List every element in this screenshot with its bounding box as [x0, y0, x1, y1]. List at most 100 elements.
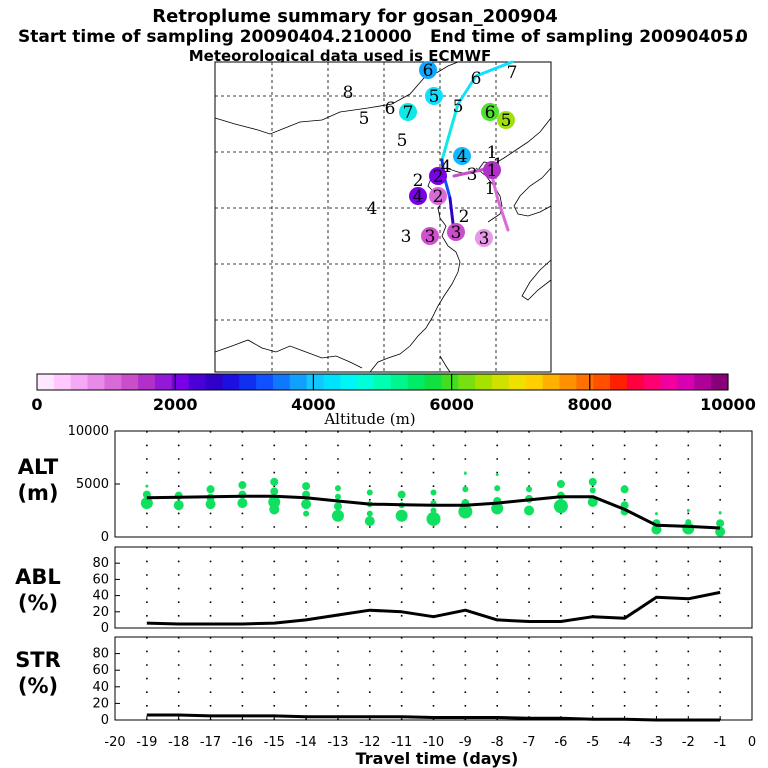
altitude-scatter-point [685, 519, 692, 526]
x-tick-label: -10 [423, 735, 444, 750]
colorbar-swatch [53, 374, 72, 390]
colorbar-swatch [677, 374, 695, 390]
colorbar-swatch [138, 374, 156, 390]
altitude-scatter-point [270, 487, 279, 496]
x-tick-label: -8 [491, 735, 504, 750]
trajectory-marker-dot [409, 187, 427, 205]
altitude-scatter-point [366, 489, 373, 496]
panel-label: ALT [18, 455, 59, 479]
trajectory-marker: 5 [497, 111, 515, 131]
trajectory-marker: 2 [459, 207, 470, 227]
abl-series-line [146, 590, 721, 626]
alt-series-line [146, 494, 721, 530]
y-tick-label: 80 [92, 647, 109, 662]
map-graticule [215, 62, 551, 372]
altitude-scatter-point [364, 516, 375, 527]
trajectory-marker-dot [429, 167, 447, 185]
altitude-scatter-point [524, 505, 535, 516]
y-tick-label: 60 [92, 572, 109, 587]
trajectory-marker-label: 2 [459, 207, 470, 227]
altitude-scatter-point [589, 487, 596, 494]
trajectory-marker: 2 [429, 187, 447, 207]
colorbar-tick-label: 0 [31, 395, 42, 414]
colorbar-swatch [87, 374, 106, 390]
colorbar-swatch [37, 374, 55, 390]
colorbar-swatch [694, 374, 712, 390]
colorbar-swatch [171, 374, 190, 390]
end-time-suffix: 0 [736, 27, 748, 47]
y-tick-label: 0 [101, 530, 109, 545]
trajectory-marker-label: 4 [367, 199, 378, 219]
x-tick-label: -4 [618, 735, 631, 750]
altitude-scatter-point [553, 499, 568, 514]
colorbar-tick-label: 6000 [429, 395, 474, 414]
altitude-scatter-point [301, 499, 312, 510]
x-tick-label: -7 [523, 735, 536, 750]
time-series-panels: 0500010000ALT(m)020406080ABL(%)020406080… [15, 424, 756, 768]
trajectory-marker: 1 [487, 143, 498, 163]
altitude-scatter-point [458, 504, 473, 519]
panel-label: ABL [15, 565, 61, 589]
trajectory-marker-label: 7 [403, 103, 414, 123]
colorbar-swatch [643, 374, 662, 390]
trajectory-marker-dot [497, 111, 515, 129]
trajectory-marker-label: 3 [401, 227, 412, 247]
y-tick-label: 40 [92, 589, 109, 604]
trajectory-segment [474, 60, 514, 78]
colorbar-label: Altitude (m) [323, 410, 415, 428]
trajectory-marker: 4 [441, 157, 452, 177]
colorbar-swatch [121, 374, 139, 390]
trajectory-marker-label: 2 [433, 167, 444, 187]
y-tick-label: 10000 [68, 424, 109, 439]
colorbar-swatch [256, 374, 274, 390]
altitude-scatter-point [303, 510, 310, 517]
panel-label: (%) [18, 591, 58, 615]
altitude-scatter-point [654, 512, 658, 516]
altitude-scatter-point [587, 497, 598, 508]
y-tick-label: 80 [92, 556, 109, 571]
trajectory-marker: 7 [507, 63, 518, 83]
altitude-scatter-point [333, 502, 342, 511]
trajectory-marker-label: 5 [453, 97, 464, 117]
colorbar-swatch [289, 374, 308, 390]
y-tick-label: 0 [101, 713, 109, 728]
colorbar-swatch [340, 374, 358, 390]
altitude-scatter-point [588, 477, 597, 486]
x-tick-label: -9 [459, 735, 472, 750]
y-tick-label: 40 [92, 680, 109, 695]
x-tick-label: -20 [104, 735, 125, 750]
trajectory-marker-label: 1 [487, 161, 498, 181]
trajectory-marker: 1 [483, 161, 501, 181]
colorbar-swatch [188, 374, 207, 390]
trajectory-segment [496, 198, 510, 232]
altitude-scatter-point [331, 509, 344, 522]
trajectory-marker: 6 [471, 69, 482, 89]
colorbar-swatch [357, 374, 375, 390]
colorbar-swatch [70, 374, 89, 390]
colorbar-swatch [154, 374, 173, 390]
colorbar-swatch [205, 374, 223, 390]
trajectory-marker: 8 [343, 83, 354, 103]
trajectory-markers: 86675556765541223411142423333 [343, 61, 518, 249]
trajectory-marker-label: 1 [487, 143, 498, 163]
colorbar-swatch [711, 374, 729, 390]
altitude-scatter-point [430, 507, 437, 514]
colorbar-swatch [407, 374, 426, 390]
trajectory-marker-label: 7 [507, 63, 518, 83]
trajectory-marker-label: 1 [485, 179, 496, 199]
x-tick-label: -6 [554, 735, 567, 750]
x-tick-label: -14 [295, 735, 316, 750]
colorbar-swatch [610, 374, 628, 390]
altitude-scatter-point [140, 497, 153, 510]
colorbar-swatch [239, 374, 257, 390]
altitude-scatter-point [426, 511, 441, 526]
x-tick-label: -12 [359, 735, 380, 750]
altitude-scatter-point [462, 486, 469, 493]
x-tick-label: -2 [682, 735, 695, 750]
altitude-scatter-point [430, 489, 437, 496]
colorbar-swatch [525, 374, 544, 390]
colorbar-swatch [475, 374, 493, 390]
altitude-scatter-point [526, 486, 533, 493]
altitude-scatter-point [173, 500, 184, 511]
